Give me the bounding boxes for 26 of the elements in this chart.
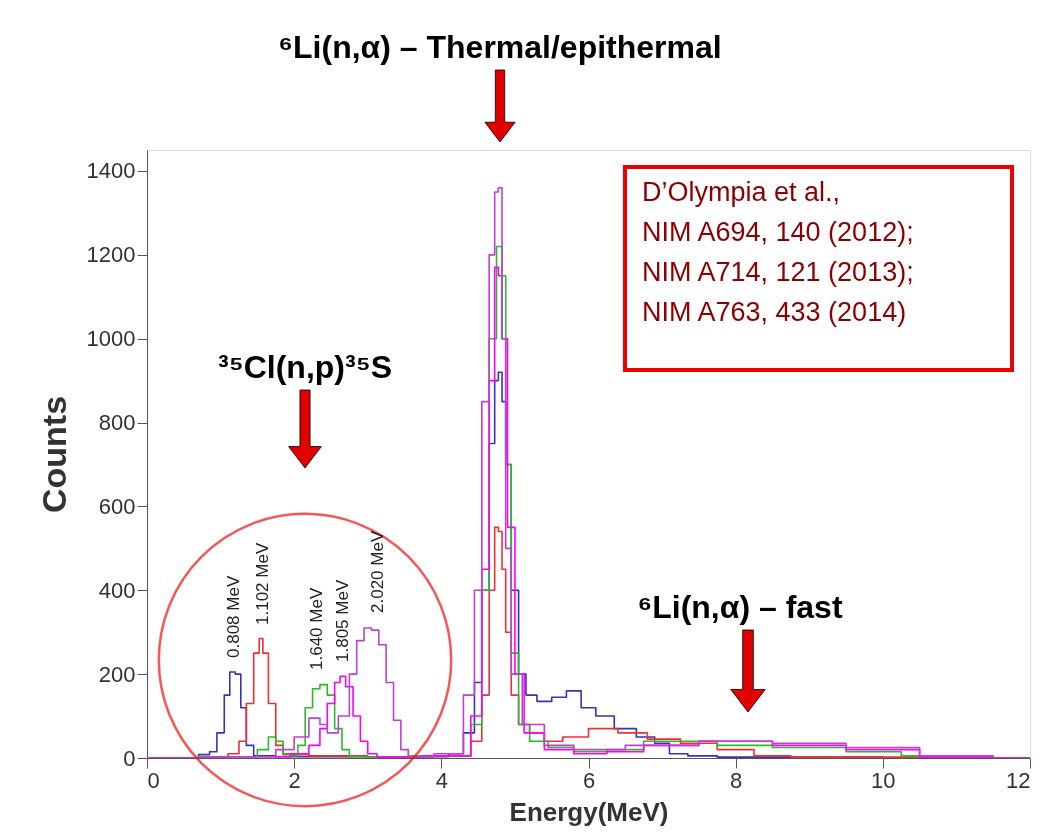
y-tick-label: 1200 <box>86 242 136 268</box>
y-tick-label: 1400 <box>86 158 136 184</box>
y-tick-label: 200 <box>98 661 136 687</box>
annotation: 0.808 MeV <box>224 575 243 658</box>
y-tick-label: 0 <box>123 745 136 771</box>
x-tick-label: 6 <box>582 767 596 793</box>
annotation: 2.020 MeV <box>368 530 387 613</box>
x-tick-label: 12 <box>1006 767 1031 793</box>
x-axis-title: Energy(MeV) <box>509 796 669 827</box>
y-tick-label: 400 <box>98 577 136 603</box>
annotation: ⁶Li(n,α) – fast <box>637 589 843 625</box>
text: ⁶Li(n,α) – Thermal/epithermal <box>278 29 722 65</box>
x-tick-label: 4 <box>435 767 448 793</box>
y-tick-label: 1000 <box>86 326 136 352</box>
annotation: D’Olympia et al., NIM A694, 140 (2012); NIM A714, 121 (2013); NIM A763, 433 (2014) <box>642 177 914 327</box>
annotation: ³⁵Cl(n,p)³⁵S <box>217 349 393 385</box>
y-axis-title: Counts <box>34 395 73 514</box>
annotation: 1.640 MeV <box>307 587 326 670</box>
x-tick-label: 0 <box>147 767 160 793</box>
annotation: 1.805 MeV <box>333 579 352 662</box>
x-tick-label: 2 <box>288 767 301 793</box>
x-tick-label: 10 <box>871 767 896 793</box>
annotation: 1.102 MeV <box>253 542 272 625</box>
x-tick-label: 8 <box>730 767 743 793</box>
y-tick-label: 600 <box>98 493 136 519</box>
y-tick-label: 800 <box>98 410 136 436</box>
